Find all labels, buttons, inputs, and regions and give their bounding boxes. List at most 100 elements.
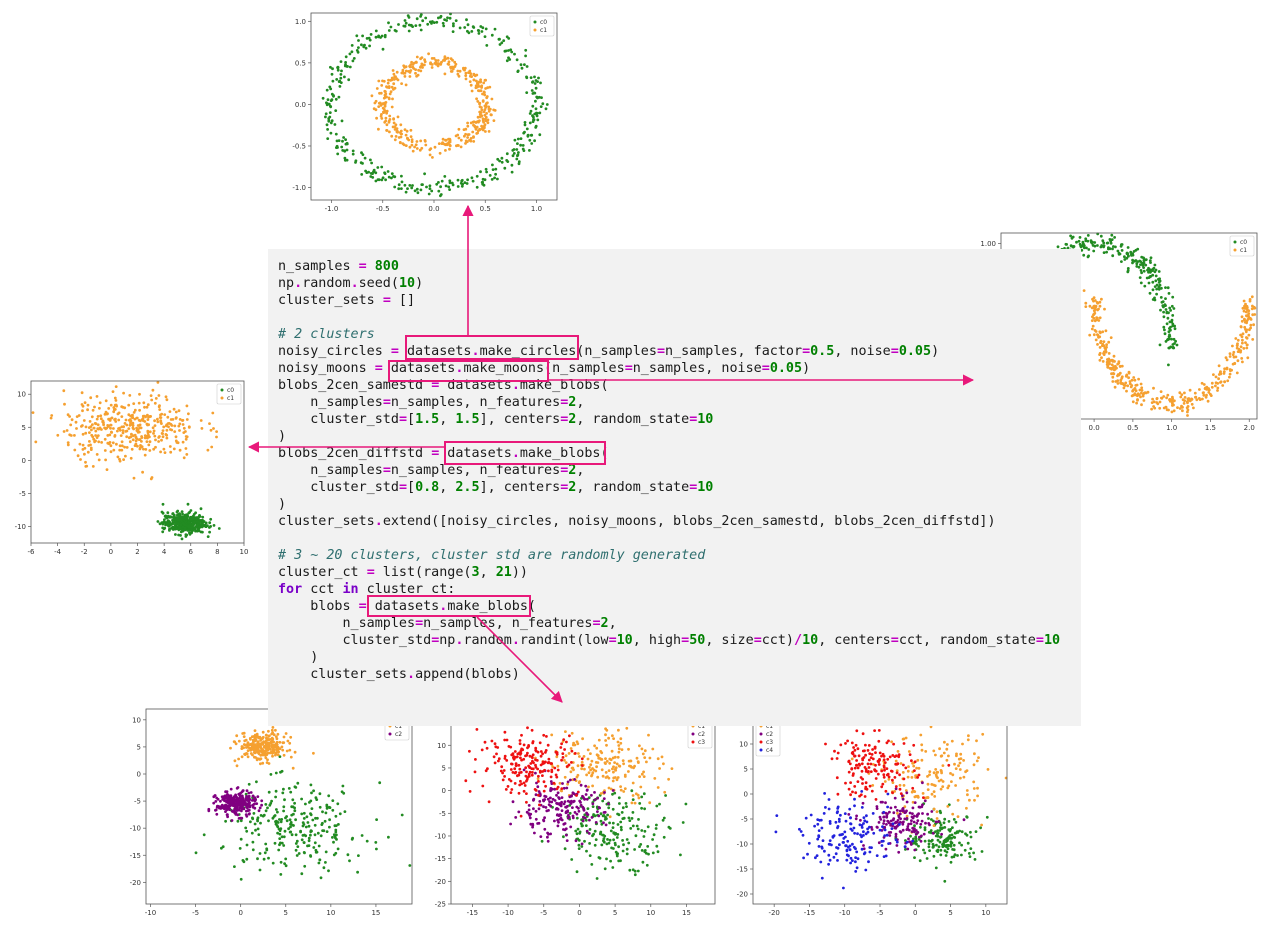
point <box>370 94 374 98</box>
point <box>1120 376 1124 380</box>
point <box>648 801 652 805</box>
point <box>820 876 824 880</box>
point <box>198 514 201 517</box>
point <box>411 25 414 28</box>
point <box>250 831 254 835</box>
point <box>416 191 420 195</box>
point <box>604 733 607 737</box>
point <box>443 59 446 62</box>
point <box>113 396 117 400</box>
point <box>390 78 394 82</box>
point <box>1102 241 1106 245</box>
point <box>844 819 848 823</box>
point <box>819 860 823 864</box>
point <box>374 179 378 183</box>
x-tick-label: 10 <box>646 909 655 917</box>
point <box>901 794 904 798</box>
point <box>1149 256 1153 260</box>
point <box>662 762 665 766</box>
point <box>842 886 845 890</box>
point <box>604 739 607 742</box>
point <box>92 426 96 430</box>
point <box>261 761 265 765</box>
point <box>585 773 588 777</box>
point <box>173 515 176 519</box>
point <box>401 142 405 146</box>
point <box>861 777 864 781</box>
point <box>484 119 488 123</box>
point <box>387 97 391 101</box>
point <box>161 435 165 439</box>
point <box>335 78 339 81</box>
point <box>84 431 88 435</box>
point <box>814 856 817 860</box>
point <box>1096 308 1099 312</box>
point <box>276 821 280 824</box>
point <box>1111 247 1114 251</box>
point <box>129 421 132 425</box>
point <box>931 845 935 849</box>
point <box>243 739 247 743</box>
point <box>562 786 566 790</box>
point <box>1228 368 1232 371</box>
point <box>125 429 129 433</box>
point <box>628 868 632 872</box>
point <box>339 73 343 76</box>
point <box>571 806 574 809</box>
point <box>145 440 149 443</box>
point <box>540 96 543 99</box>
point <box>157 405 161 409</box>
point <box>493 176 496 180</box>
point <box>864 743 867 747</box>
point <box>862 816 866 819</box>
point <box>399 135 403 139</box>
point <box>260 749 264 753</box>
point <box>880 839 884 843</box>
point <box>276 831 279 835</box>
point <box>183 526 187 530</box>
point <box>403 128 407 131</box>
point <box>633 869 637 873</box>
point <box>843 830 847 834</box>
point <box>244 803 248 806</box>
point <box>470 176 474 180</box>
point <box>636 827 640 831</box>
point <box>514 764 518 768</box>
point <box>849 781 852 784</box>
point <box>336 66 339 69</box>
point <box>894 785 898 788</box>
point <box>327 805 331 809</box>
point <box>920 743 924 747</box>
point <box>636 869 640 873</box>
point <box>468 790 472 793</box>
point <box>257 833 261 836</box>
point <box>937 779 941 783</box>
point <box>667 777 670 781</box>
point <box>91 465 95 468</box>
point <box>474 86 478 90</box>
point <box>878 815 882 819</box>
point <box>357 39 360 42</box>
point <box>252 798 256 802</box>
point <box>395 127 399 130</box>
point <box>1223 380 1226 384</box>
point <box>509 791 513 794</box>
point <box>468 80 472 83</box>
point <box>798 827 801 831</box>
point <box>194 511 198 515</box>
point <box>277 848 281 852</box>
point <box>531 92 535 95</box>
point <box>942 751 946 755</box>
point <box>568 811 572 815</box>
point <box>1106 365 1110 369</box>
point <box>404 190 408 194</box>
point <box>611 821 615 825</box>
point <box>275 737 279 741</box>
point <box>274 771 278 775</box>
point <box>575 794 578 797</box>
point <box>972 780 976 784</box>
point <box>162 447 166 451</box>
point <box>859 840 863 843</box>
point <box>244 796 248 800</box>
point <box>226 815 229 819</box>
